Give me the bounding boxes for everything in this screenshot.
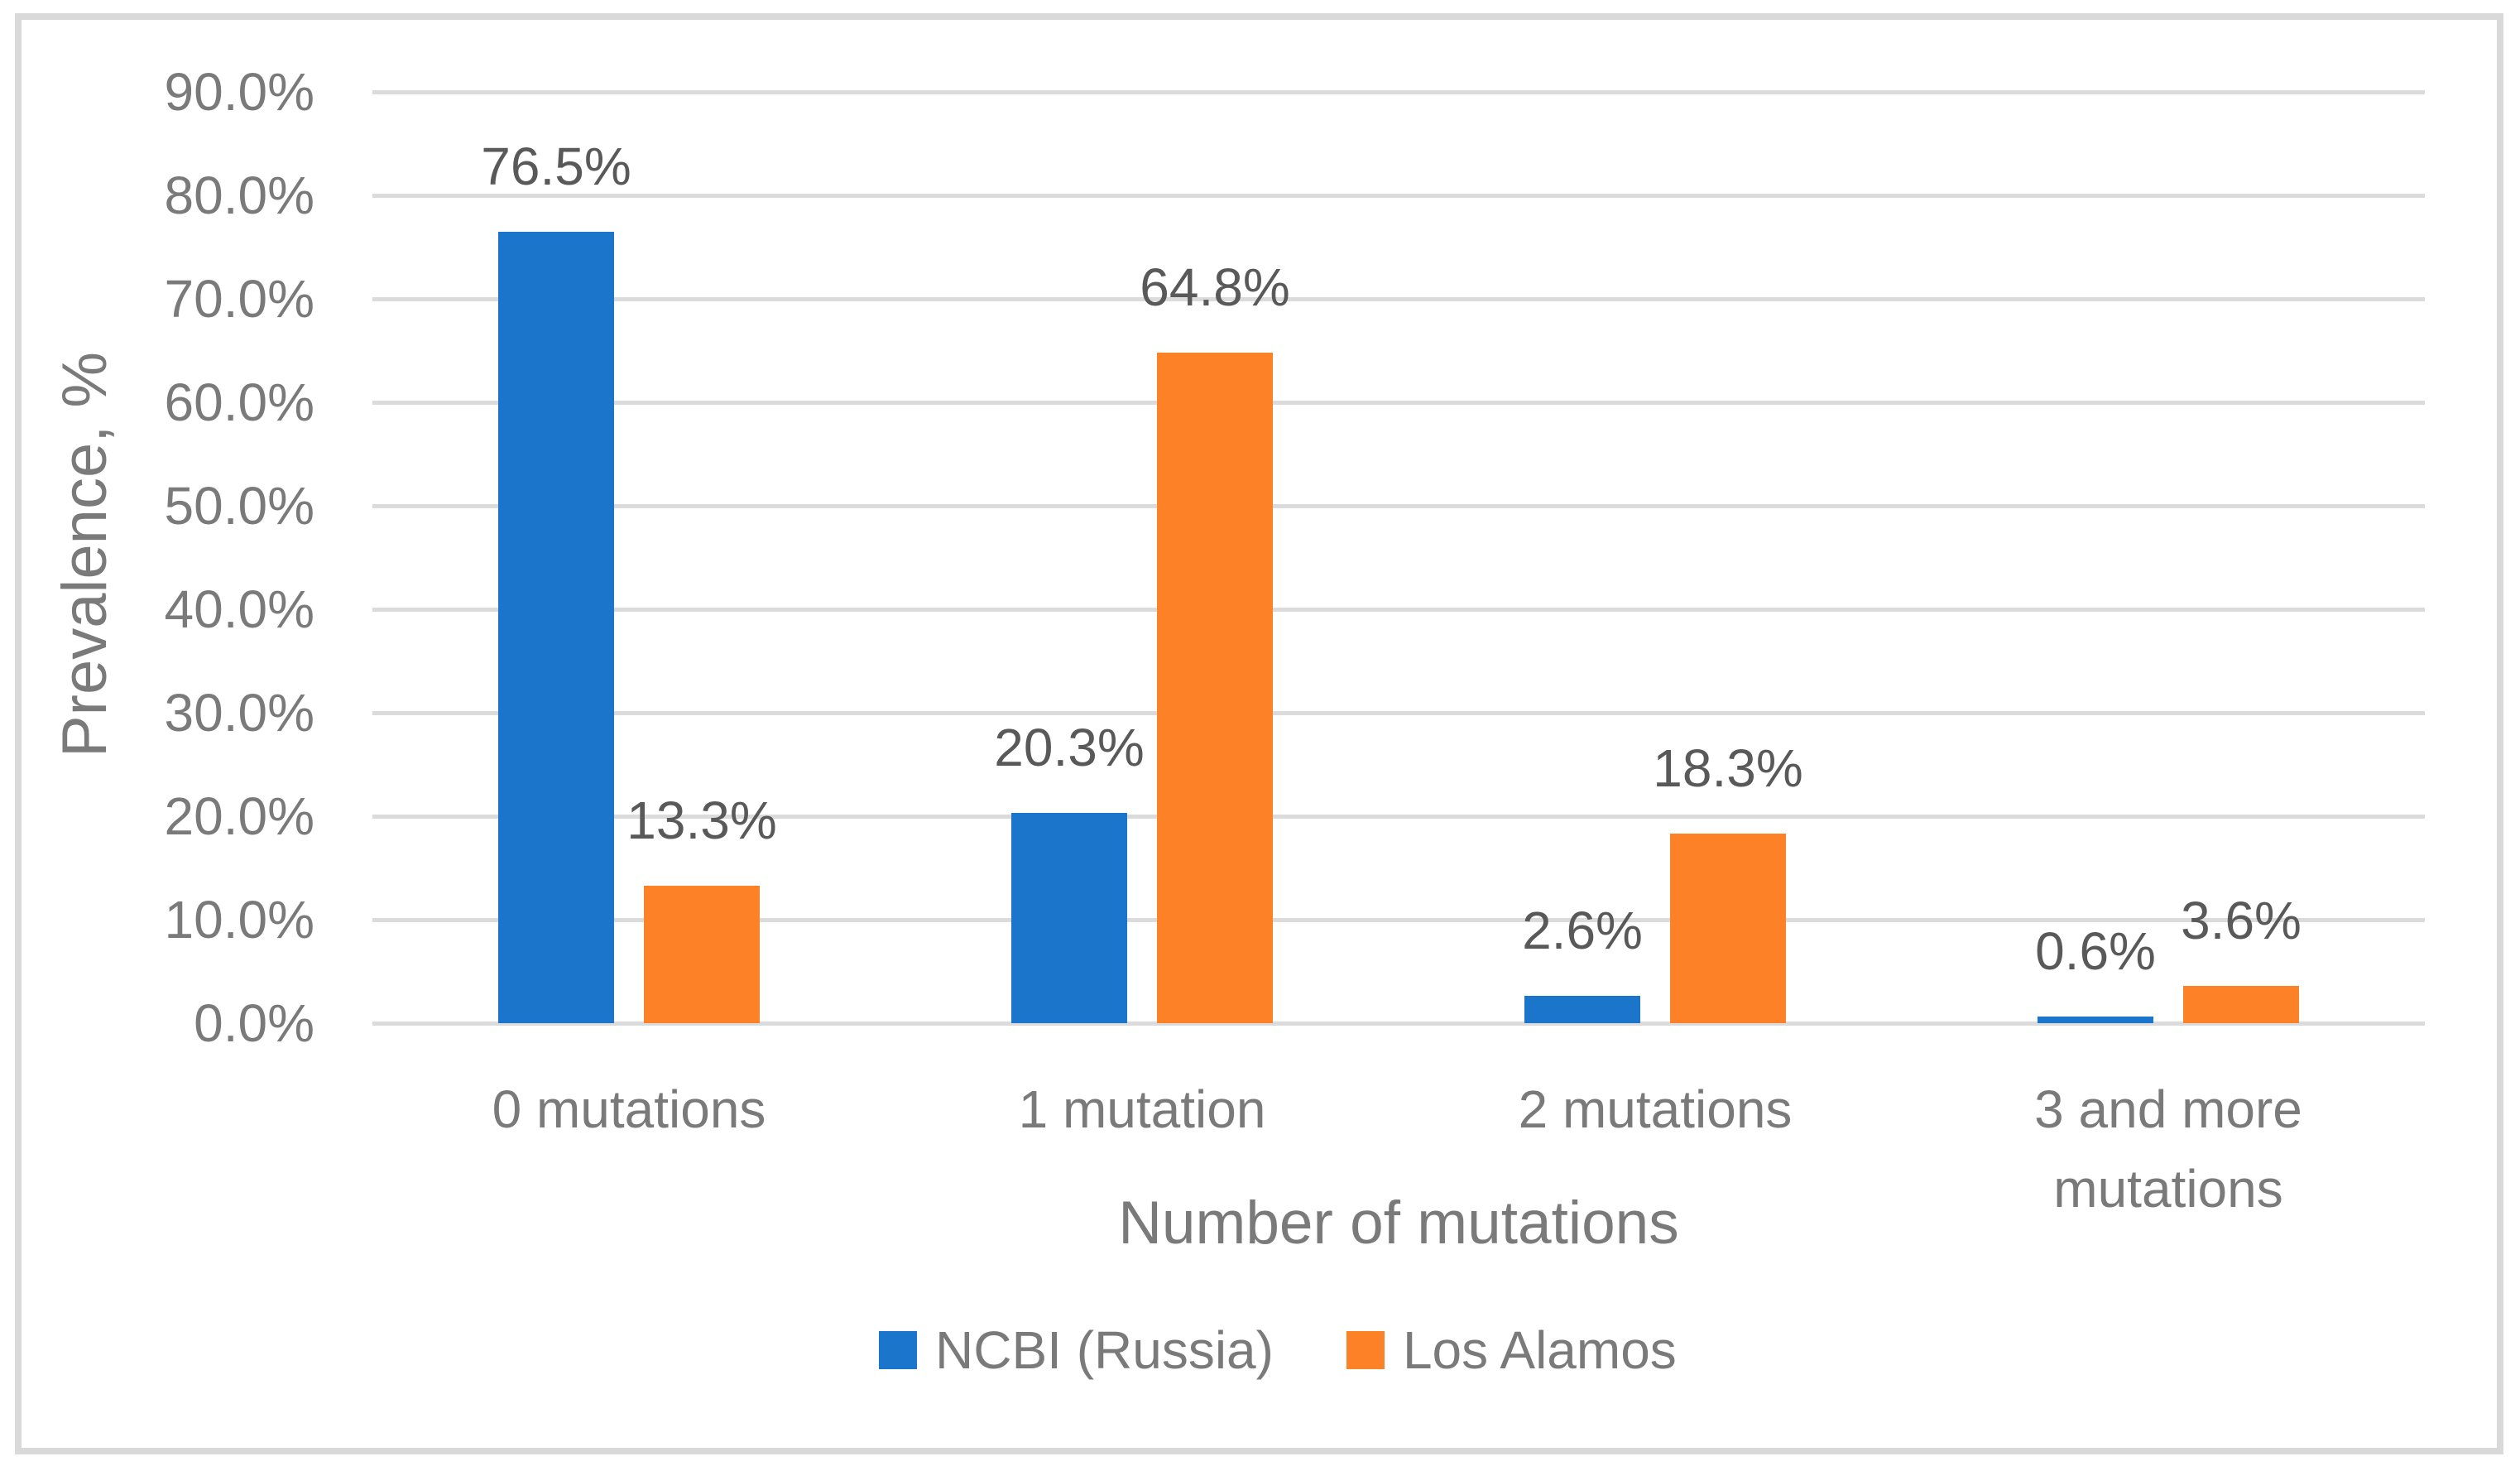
y-tick-label-70: 70.0%: [164, 269, 314, 329]
x-category-label-0: 0 mutations: [492, 1079, 766, 1139]
gridline-90: [372, 90, 2425, 94]
data-label-series-1-cat-1: 64.8%: [1140, 257, 1290, 317]
gridline-10: [372, 918, 2425, 922]
bar-series-0-cat-0: [498, 232, 614, 1023]
bar-series-0-cat-3: [2038, 1017, 2153, 1023]
gridline-30: [372, 711, 2425, 715]
y-tick-label-10: 10.0%: [164, 890, 314, 949]
gridline-40: [372, 608, 2425, 612]
legend-item-los-alamos: Los Alamos: [1346, 1321, 1677, 1379]
gridline-50: [372, 504, 2425, 508]
data-label-series-0-cat-3: 0.6%: [2035, 921, 2156, 981]
bar-series-1-cat-3: [2183, 986, 2299, 1023]
legend-item-ncbi-russia: NCBI (Russia): [879, 1321, 1274, 1379]
y-tick-label-80: 80.0%: [164, 166, 314, 225]
bar-series-0-cat-1: [1011, 813, 1127, 1023]
legend-swatch-los-alamos: [1346, 1331, 1385, 1369]
x-category-label-3: 3 and more mutations: [2034, 1079, 2302, 1219]
y-tick-label-90: 90.0%: [164, 62, 314, 122]
data-label-series-1-cat-2: 18.3%: [1653, 738, 1803, 798]
y-tick-label-40: 40.0%: [164, 579, 314, 639]
gridline-20: [372, 815, 2425, 819]
gridline-70: [372, 297, 2425, 301]
bar-series-1-cat-2: [1670, 834, 1786, 1023]
gridline-80: [372, 194, 2425, 198]
figure-border: [15, 13, 2503, 1454]
data-label-series-1-cat-3: 3.6%: [2181, 891, 2302, 950]
bar-series-1-cat-1: [1157, 353, 1273, 1023]
data-label-series-0-cat-1: 20.3%: [994, 718, 1145, 777]
bar-series-0-cat-2: [1524, 996, 1640, 1023]
bar-series-1-cat-0: [644, 886, 760, 1023]
y-tick-label-30: 30.0%: [164, 683, 314, 743]
data-label-series-0-cat-0: 76.5%: [481, 137, 631, 196]
gridline-0: [372, 1022, 2425, 1026]
y-tick-label-20: 20.0%: [164, 786, 314, 846]
plot-area: 76.5% 20.3% 2.6% 0.6% 13.3% 64.8% 18.3% 3.6%: [372, 90, 2425, 1026]
x-axis-title: Number of mutations: [1118, 1190, 1679, 1257]
y-tick-label-60: 60.0%: [164, 373, 314, 432]
y-tick-label-50: 50.0%: [164, 476, 314, 536]
x-category-label-1: 1 mutation: [1018, 1079, 1266, 1139]
legend-label-ncbi-russia: NCBI (Russia): [935, 1320, 1274, 1380]
y-axis-title: Prevalence, %: [50, 351, 120, 758]
legend: NCBI (Russia) Los Alamos: [879, 1321, 1677, 1379]
x-category-label-2: 2 mutations: [1518, 1079, 1793, 1139]
legend-label-los-alamos: Los Alamos: [1402, 1320, 1677, 1380]
legend-swatch-ncbi-russia: [879, 1331, 917, 1369]
y-tick-label-0: 0.0%: [194, 993, 314, 1053]
data-label-series-0-cat-2: 2.6%: [1522, 901, 1643, 960]
gridline-60: [372, 401, 2425, 405]
data-label-series-1-cat-0: 13.3%: [626, 791, 777, 850]
